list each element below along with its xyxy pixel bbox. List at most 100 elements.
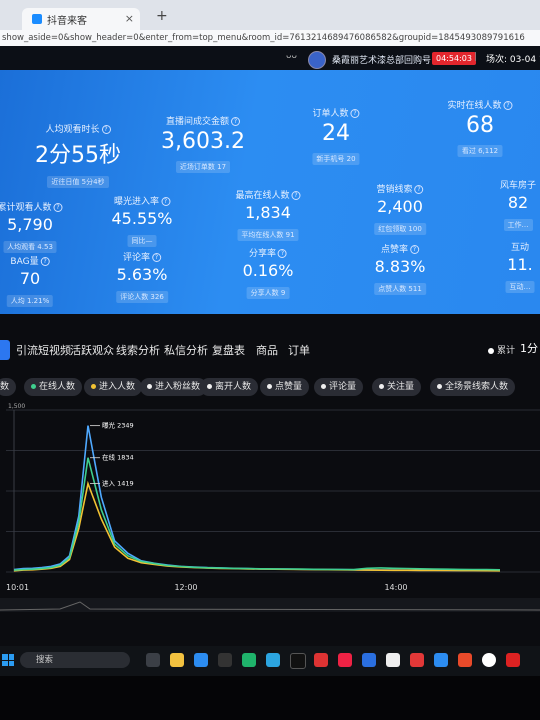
app-icon[interactable] bbox=[242, 653, 256, 667]
tab-dm-analysis[interactable]: 私信分析 bbox=[164, 344, 208, 357]
help-icon: ? bbox=[291, 191, 301, 200]
live-timer-badge: 04:54:03 bbox=[432, 52, 476, 65]
wps-icon[interactable] bbox=[314, 653, 328, 667]
address-bar[interactable]: show_aside=0&show_header=0&enter_from=to… bbox=[0, 30, 540, 46]
chip-leave[interactable]: 离开人数 bbox=[200, 378, 259, 396]
help-icon: ? bbox=[161, 197, 171, 206]
tab-active-marker[interactable] bbox=[0, 340, 10, 360]
chip-partial[interactable]: 数 bbox=[0, 378, 17, 396]
metric-value: 5.63% bbox=[116, 265, 168, 284]
close-tab-icon[interactable]: × bbox=[124, 12, 134, 25]
app-icon[interactable] bbox=[362, 653, 376, 667]
series-line-1 bbox=[13, 480, 501, 572]
metric-avg-watch: 人均观看时长? 2分55秒 近往日值 5分4秒 bbox=[35, 122, 121, 188]
metric-value: 3,603.2 bbox=[161, 129, 245, 154]
metric-label: 累计观看人数 bbox=[0, 203, 52, 213]
app-icon[interactable] bbox=[386, 653, 400, 667]
metric-value: 2,400 bbox=[377, 197, 423, 216]
series-line-0 bbox=[13, 425, 500, 572]
help-icon: ? bbox=[414, 185, 424, 194]
chip-enter-fans[interactable]: 进入粉丝数 bbox=[140, 378, 208, 396]
y-axis-label: 1,500 bbox=[8, 403, 25, 410]
metric-sub: 人均 1.21% bbox=[6, 295, 54, 307]
session-label[interactable]: 场次: 03-04 1 bbox=[486, 55, 540, 65]
metric-label: 评论率 bbox=[122, 253, 150, 263]
chip-leads[interactable]: 全场景线索人数 bbox=[430, 378, 516, 396]
taskbar-search[interactable]: 搜索 bbox=[20, 652, 130, 668]
series-line-2 bbox=[13, 457, 501, 571]
tab-products[interactable]: 商品 bbox=[256, 344, 278, 357]
account-name[interactable]: 桑霞丽艺术漆总部回购号 bbox=[332, 56, 432, 66]
metric-peak: 最高在线人数? 1,834 平均在线人数 91 bbox=[235, 188, 301, 241]
chip-enter[interactable]: 进入人数 bbox=[84, 378, 143, 396]
app-icon[interactable] bbox=[410, 653, 424, 667]
metric-value: 5,790 bbox=[7, 215, 53, 234]
app-icon[interactable] bbox=[506, 653, 520, 667]
radio-dot-icon bbox=[488, 347, 494, 354]
metric-label: 直播间成交金额 bbox=[165, 117, 230, 127]
help-icon: ? bbox=[40, 257, 50, 266]
windows-taskbar: 搜索 bbox=[0, 646, 540, 676]
metric-orders: 订单人数? 24 新手机号 20 bbox=[312, 106, 360, 165]
tab-orders[interactable]: 订单 bbox=[288, 344, 310, 357]
metric-label: 曝光进入率 bbox=[113, 197, 160, 207]
app-icon[interactable] bbox=[290, 653, 306, 669]
metric-value: 8.83% bbox=[374, 257, 426, 276]
toggle-label: 累计 bbox=[497, 346, 516, 356]
tab-lead-analysis[interactable]: 线索分析 bbox=[116, 344, 160, 357]
metric-exposure: 曝光进入率? 45.55% 同比— bbox=[111, 194, 173, 247]
metric-value: 24 bbox=[321, 121, 350, 146]
metric-value: 1,834 bbox=[245, 203, 291, 222]
metrics-panel: 人均观看时长? 2分55秒 近往日值 5分4秒 直播间成交金额? 3,603.2… bbox=[0, 70, 540, 314]
screen-bezel bbox=[0, 676, 540, 720]
metric-sub: 人均观看 4.53 bbox=[3, 241, 57, 253]
metric-value: 45.55% bbox=[111, 209, 173, 228]
metric-label: 点赞率 bbox=[380, 245, 408, 255]
app-icon[interactable] bbox=[458, 653, 472, 667]
chip-likes[interactable]: 点赞量 bbox=[260, 378, 310, 396]
new-tab-button[interactable]: + bbox=[156, 8, 168, 24]
help-icon: ? bbox=[101, 125, 111, 134]
dot-icon bbox=[321, 384, 326, 389]
metric-comments: 评论率? 5.63% 评论人数 326 bbox=[116, 250, 168, 303]
chip-online[interactable]: 在线人数 bbox=[24, 378, 83, 396]
cumulative-toggle[interactable]: 累计 bbox=[488, 343, 515, 356]
windows-start-icon[interactable] bbox=[2, 654, 14, 666]
dot-icon bbox=[437, 384, 442, 389]
brand-logo: ᴗᴗ bbox=[286, 51, 298, 61]
metric-label: 订单人数 bbox=[312, 109, 349, 119]
app-icon[interactable] bbox=[482, 653, 496, 667]
url-text: show_aside=0&show_header=0&enter_from=to… bbox=[2, 33, 525, 43]
metric-label: 互动 bbox=[510, 243, 529, 253]
metric-sub: 红包领取 100 bbox=[374, 223, 426, 235]
metric-sub: 评论人数 326 bbox=[116, 291, 168, 303]
metric-online: 实时在线人数? 68 看过 6,112 bbox=[447, 98, 513, 157]
chip-comments[interactable]: 评论量 bbox=[314, 378, 364, 396]
dot-icon bbox=[31, 384, 36, 389]
metric-sub: 看过 6,112 bbox=[457, 145, 503, 157]
metric-sub: 近场订单数 17 bbox=[175, 161, 231, 173]
metric-sub: 同比— bbox=[127, 235, 157, 247]
avatar[interactable] bbox=[308, 51, 326, 69]
app-icon[interactable] bbox=[266, 653, 280, 667]
task-view-icon[interactable] bbox=[146, 653, 160, 667]
tab-traffic-videos[interactable]: 引流短视频 bbox=[16, 344, 71, 357]
douyin-icon bbox=[32, 14, 42, 24]
tab-review-sheet[interactable]: 复盘表 bbox=[212, 344, 245, 357]
edge-icon[interactable] bbox=[194, 653, 208, 667]
browser-tab[interactable]: 抖音来客 × bbox=[22, 8, 140, 30]
annotation-label: 曝光 2349 bbox=[102, 421, 134, 430]
tab-active-audience[interactable]: 活跃观众 bbox=[70, 344, 114, 357]
app-icon[interactable] bbox=[434, 653, 448, 667]
explorer-icon[interactable] bbox=[170, 653, 184, 667]
metric-bag: BAG量? 70 人均 1.21% bbox=[6, 254, 54, 307]
help-icon: ? bbox=[410, 245, 419, 254]
overview-strip bbox=[0, 598, 540, 612]
period-select[interactable]: 1分 bbox=[520, 342, 538, 355]
annotation-label: 进入 1419 bbox=[102, 480, 134, 488]
app-icon[interactable] bbox=[338, 653, 352, 667]
metric-label: 风车房子 bbox=[499, 181, 537, 191]
metric-label: 实时在线人数 bbox=[447, 101, 502, 111]
chip-follows[interactable]: 关注量 bbox=[372, 378, 422, 396]
app-icon[interactable] bbox=[218, 653, 232, 667]
